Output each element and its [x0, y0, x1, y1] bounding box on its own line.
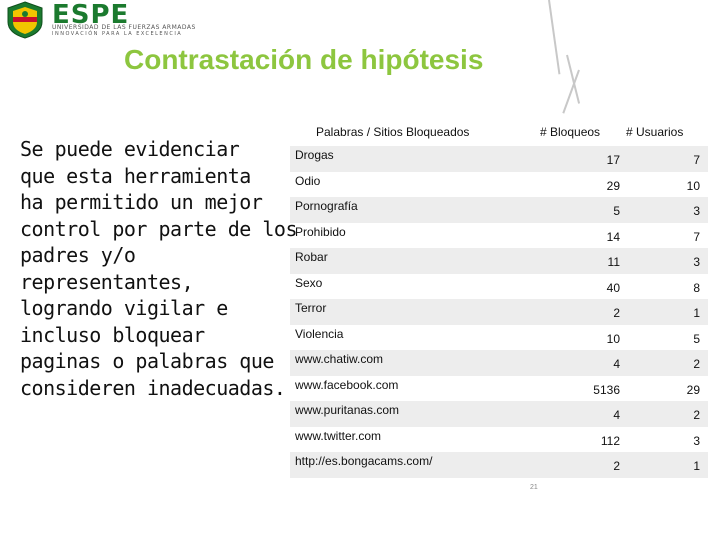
table-row: Robar 11 3: [290, 248, 708, 274]
header-palabras: Palabras / Sitios Bloqueados: [316, 125, 470, 139]
table-row: http://es.bongacams.com/2 1: [290, 452, 708, 478]
table-row: www.puritanas.com 4 2: [290, 401, 708, 427]
table-header: Palabras / Sitios Bloqueados # Bloqueos …: [290, 119, 708, 146]
cell-bloqueos: 17: [606, 153, 620, 167]
cell-usuarios: 3: [693, 204, 700, 218]
body-line: representantes,: [20, 269, 194, 294]
table-row: Terror 2 1: [290, 299, 708, 325]
cell-usuarios: 2: [693, 408, 700, 422]
cell-bloqueos: 10: [606, 331, 620, 346]
cell-bloqueos: 112: [600, 433, 620, 448]
body-line: paginas o palabras que: [20, 349, 274, 373]
body-line: ha permitido un mejor: [20, 190, 263, 214]
cell-bloqueos: 4: [613, 408, 620, 422]
cell-usuarios: 1: [693, 459, 700, 473]
header-usuarios: # Usuarios: [626, 125, 684, 139]
cell-usuarios: 3: [693, 255, 700, 269]
cell-name: www.facebook.com: [295, 377, 399, 392]
cell-usuarios: 8: [693, 280, 700, 295]
table-row: www.twitter.com 112 3: [290, 427, 708, 453]
cell-name: Odio: [295, 173, 321, 188]
body-line: logrando vigilar e: [20, 296, 228, 320]
cell-usuarios: 7: [693, 153, 700, 167]
cell-name: Drogas: [295, 148, 334, 162]
cell-name: www.puritanas.com: [295, 403, 400, 417]
cell-name: www.twitter.com: [295, 428, 382, 443]
cell-name: www.chatiw.com: [295, 352, 384, 366]
table-row: Sexo 40 8: [290, 274, 708, 300]
cell-bloqueos: 2: [613, 459, 620, 473]
cell-bloqueos: 2: [613, 306, 620, 320]
cell-name: http://es.bongacams.com/: [295, 454, 433, 468]
table-row: www.chatiw.com 4 2: [290, 350, 708, 376]
cell-name: Robar: [295, 250, 328, 264]
cell-bloqueos: 5: [613, 204, 620, 218]
espe-wordmark: ESPE: [52, 0, 130, 30]
cell-bloqueos: 5136: [593, 382, 620, 397]
body-line: control por parte de los: [20, 216, 297, 241]
decorative-line: [548, 0, 561, 75]
slide-body-text: Se puede evidenciar que esta herramienta…: [20, 136, 297, 401]
cell-usuarios: 29: [686, 382, 700, 397]
cell-usuarios: 10: [686, 178, 700, 193]
header-bloqueos: # Bloqueos: [540, 125, 601, 139]
cell-usuarios: 2: [693, 357, 700, 371]
cell-usuarios: 1: [693, 306, 700, 320]
table-row: Drogas 17 7: [290, 146, 708, 172]
table-row: Prohibido 14 7: [290, 223, 708, 249]
table-row: www.facebook.com 5136 29: [290, 376, 708, 402]
slide-title: Contrastación de hipótesis: [124, 44, 484, 75]
cell-name: Terror: [295, 301, 327, 315]
logo-subtitle-motto: INNOVACIÓN PARA LA EXCELENCIA: [52, 31, 183, 37]
body-line: Se puede evidenciar: [20, 137, 240, 161]
cell-usuarios: 3: [693, 433, 700, 448]
cell-name: Pornografía: [295, 199, 358, 213]
espe-crest-icon: [7, 1, 43, 39]
cell-bloqueos: 4: [613, 357, 620, 371]
cell-name: Violencia: [295, 326, 344, 341]
cell-bloqueos: 14: [606, 229, 620, 244]
cell-bloqueos: 29: [606, 178, 620, 193]
body-line: incluso bloquear: [20, 322, 205, 347]
table-row: Pornografía 5 3: [290, 197, 708, 223]
table-row: Odio 29 10: [290, 172, 708, 198]
table-row: Violencia 10 5: [290, 325, 708, 351]
cell-usuarios: 5: [693, 331, 700, 346]
espe-logo: ESPE UNIVERSIDAD DE LAS FUERZAS ARMADAS …: [0, 0, 195, 40]
cell-bloqueos: 40: [606, 280, 620, 295]
page-number: 21: [530, 484, 538, 491]
cell-name: Sexo: [295, 275, 323, 290]
body-line: padres y/o: [20, 243, 136, 267]
cell-bloqueos: 11: [607, 255, 620, 269]
logo-subtitle-university: UNIVERSIDAD DE LAS FUERZAS ARMADAS: [52, 24, 196, 31]
cell-usuarios: 7: [693, 229, 700, 244]
body-line: consideren inadecuadas.: [20, 375, 286, 400]
body-line: que esta herramienta: [20, 163, 251, 188]
cell-name: Prohibido: [295, 224, 346, 239]
